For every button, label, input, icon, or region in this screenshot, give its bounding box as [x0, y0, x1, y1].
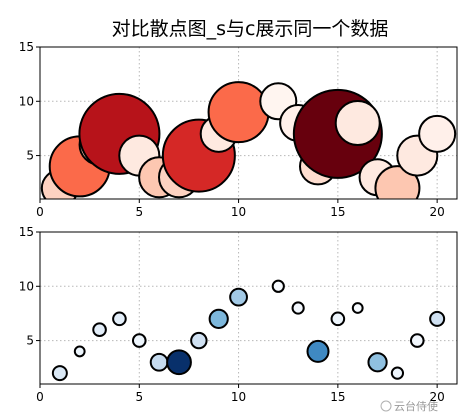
- scatter-point: [149, 352, 169, 372]
- watermark-text: 云台侍使: [394, 399, 438, 413]
- y-tick-label: 15: [19, 225, 34, 239]
- scatter-point: [229, 287, 248, 307]
- x-tick-label: 0: [36, 390, 44, 404]
- figure-title: 对比散点图_s与c展示同一个数据: [112, 18, 389, 40]
- scatter-point: [390, 366, 405, 380]
- x-tick-label: 5: [135, 390, 143, 404]
- x-tick-label: 15: [330, 205, 345, 219]
- scatter-panel-1: 0 5 10 15 20 5 10 15: [19, 40, 458, 219]
- scatter-point: [271, 279, 285, 293]
- scatter-point: [73, 345, 86, 358]
- y-tick-label: 10: [19, 279, 34, 293]
- scatter-point: [330, 311, 346, 327]
- scatter-point: [418, 114, 457, 153]
- x-tick-label: 15: [330, 390, 345, 404]
- scatter-point: [190, 331, 208, 350]
- x-tick-label: 20: [430, 205, 445, 219]
- y-tick-label: 10: [19, 94, 34, 108]
- y-tick-label: 5: [26, 334, 34, 348]
- axes-frame: [39, 231, 458, 385]
- x-tick-label: 5: [135, 205, 143, 219]
- scatter-point: [291, 301, 305, 315]
- x-tick-label: 20: [430, 390, 445, 404]
- scatter-point: [112, 311, 127, 327]
- scatter-point: [409, 333, 425, 348]
- scatter-points: [40, 81, 457, 199]
- scatter-point: [166, 349, 192, 376]
- scatter-point: [351, 302, 364, 314]
- scatter-point: [208, 308, 229, 329]
- axes-frame: [39, 46, 458, 200]
- scatter-point: [207, 81, 270, 144]
- x-tick-label: 10: [231, 390, 246, 404]
- y-tick-label: 5: [26, 149, 34, 163]
- x-tick-label: 0: [36, 205, 44, 219]
- scatter-panel-2: 0 5 10 15 20 5 10 15: [19, 225, 458, 404]
- scatter-point: [92, 322, 107, 338]
- x-tick-label: 10: [231, 205, 246, 219]
- watermark-logo-icon: [380, 400, 392, 412]
- scatter-point: [306, 339, 330, 363]
- scatter-point: [367, 352, 388, 373]
- scatter-points: [51, 279, 446, 382]
- scatter-point: [334, 100, 381, 146]
- scatter-point: [51, 365, 68, 382]
- watermark: 云台侍使: [380, 399, 438, 413]
- scatter-point: [429, 310, 446, 327]
- scatter-point: [131, 333, 147, 348]
- y-tick-label: 15: [19, 40, 34, 54]
